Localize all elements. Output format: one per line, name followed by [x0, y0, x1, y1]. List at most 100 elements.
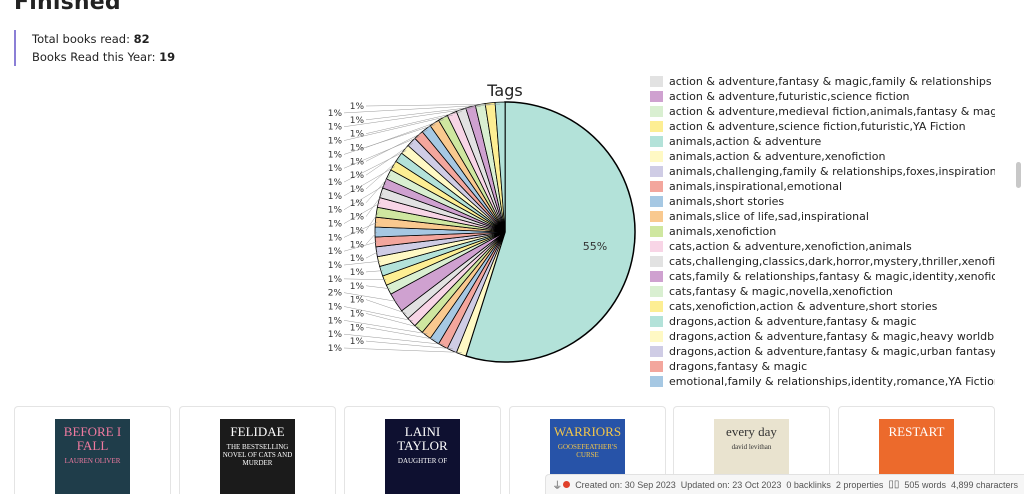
label-leader-line	[365, 193, 384, 217]
legend-item: animals,short stories	[650, 194, 995, 209]
legend-label: action & adventure,science fiction,futur…	[669, 120, 966, 133]
stats-callout: Total books read: 82 Books Read this Yea…	[14, 30, 175, 66]
legend-item: animals,xenofiction	[650, 224, 995, 239]
book-cover[interactable]: FELIDAE THE BESTSELLING NOVEL OF CATS AND…	[220, 419, 295, 494]
label-leader-line	[365, 129, 428, 162]
book-cover[interactable]: BEFORE I FALL LAUREN OLIVER	[55, 419, 130, 494]
book-card[interactable]: LAINI TAYLOR DAUGHTER OF	[344, 406, 501, 494]
pie-slice-label: 1%	[328, 220, 343, 230]
plugin-icon[interactable]: ⏚	[552, 481, 563, 492]
pie-slice-label: 55%	[583, 240, 607, 253]
pie-slice-label: 1%	[328, 178, 343, 188]
scrollbar[interactable]	[1016, 162, 1021, 188]
legend-item: action & adventure,fantasy & magic,famil…	[650, 74, 995, 89]
label-leader-line	[365, 212, 379, 231]
label-leader-line	[343, 136, 420, 169]
legend-label: cats,xenofiction,action & adventure,shor…	[669, 300, 938, 313]
status-bar: ⏚ Created on: 30 Sep 2023 Updated on: 23…	[545, 474, 1024, 494]
legend-label: action & adventure,medieval fiction,anim…	[669, 105, 995, 118]
label-leader-line	[343, 183, 387, 210]
legend-swatch	[650, 76, 663, 87]
created-date: Created on: 30 Sep 2023	[575, 479, 676, 490]
legend-label: dragons,action & adventure,fantasy & mag…	[669, 330, 995, 343]
pie-slice-label: 1%	[328, 109, 343, 119]
legend-label: cats,fantasy & magic,novella,xenofiction	[669, 285, 893, 298]
pie-slice-label: 1%	[350, 226, 365, 236]
tags-pie-chart: Tags 55% 1% 1% 1% 1% 1% 1% 1% 1% 2% 1% 1% 1% 1% 1% 1% 1%…	[328, 81, 636, 363]
label-leader-line	[365, 270, 383, 273]
chart-legend[interactable]: action & adventure,fantasy & magic,famil…	[650, 74, 995, 392]
chart-title: Tags	[486, 81, 522, 100]
legend-label: animals,challenging,family & relationshi…	[669, 165, 995, 178]
legend-swatch	[650, 106, 663, 117]
pie-slice-label: 1%	[350, 171, 365, 181]
book-card[interactable]: BEFORE I FALL LAUREN OLIVER	[14, 406, 171, 494]
pie-slice-label: 1%	[350, 254, 365, 264]
pie-slice-label: 1%	[328, 247, 343, 257]
pie-slice-label: 1%	[350, 130, 365, 140]
label-leader-line	[365, 143, 413, 176]
legend-item: animals,slice of life,sad,inspirational	[650, 209, 995, 224]
legend-swatch	[650, 241, 663, 252]
pie-slice-label: 1%	[328, 330, 343, 340]
legend-item: dragons,action & adventure,fantasy & mag…	[650, 329, 995, 344]
legend-swatch	[650, 91, 663, 102]
label-leader-line	[343, 320, 428, 335]
legend-swatch	[650, 226, 663, 237]
properties-count[interactable]: 2 properties	[835, 479, 884, 490]
legend-item: animals,action & adventure	[650, 134, 995, 149]
pie-slice-label: 1%	[328, 275, 343, 285]
label-leader-line	[343, 333, 444, 345]
legend-swatch	[650, 151, 663, 162]
pie-slice	[494, 101, 506, 233]
legend-label: cats,action & adventure,xenofiction,anim…	[669, 240, 912, 253]
legend-label: action & adventure,fantasy & magic,famil…	[669, 75, 992, 88]
reading-view-icon[interactable]: ▯▯	[888, 479, 900, 490]
pie-slice-label: 1%	[328, 261, 343, 271]
character-count: 4,899 characters	[950, 479, 1018, 490]
label-leader-line	[343, 166, 396, 197]
pie-slice-label: 1%	[350, 323, 365, 333]
legend-swatch	[650, 121, 663, 132]
label-leader-line	[343, 306, 413, 322]
legend-swatch	[650, 361, 663, 372]
legend-item: cats,family & relationships,fantasy & ma…	[650, 269, 995, 284]
book-cover[interactable]: LAINI TAYLOR DAUGHTER OF	[385, 419, 460, 494]
legend-swatch	[650, 346, 663, 357]
legend-item: dragons,action & adventure,fantasy & mag…	[650, 344, 995, 359]
legend-item: action & adventure,medieval fiction,anim…	[650, 104, 995, 119]
backlinks-count[interactable]: 0 backlinks	[786, 479, 831, 490]
pie-slice-label: 1%	[350, 309, 365, 319]
legend-swatch	[650, 136, 663, 147]
pie-slice-label: 1%	[350, 102, 365, 112]
label-leader-line	[365, 175, 391, 203]
pie-slice-label: 1%	[350, 282, 365, 292]
word-count: 505 words	[904, 479, 946, 490]
pie-slice-label: 1%	[350, 240, 365, 250]
legend-label: action & adventure,futuristic,science fi…	[669, 90, 910, 103]
pie-slice-label: 1%	[328, 206, 343, 216]
label-leader-line	[343, 150, 407, 183]
book-card[interactable]: FELIDAE THE BESTSELLING NOVEL OF CATS AND…	[179, 406, 336, 494]
pie-slice	[464, 101, 636, 363]
legend-item: emotional,family & relationships,identit…	[650, 374, 995, 389]
legend-label: dragons,action & adventure,fantasy & mag…	[669, 345, 995, 358]
legend-swatch	[650, 271, 663, 282]
total-books-stat: Total books read: 82	[32, 32, 150, 46]
legend-swatch	[650, 196, 663, 207]
label-leader-line	[365, 119, 444, 148]
legend-label: animals,action & adventure,xenofiction	[669, 150, 886, 163]
label-leader-line	[365, 106, 481, 121]
books-this-year-stat: Books Read this Year: 19	[32, 50, 176, 64]
pie-slice-label: 1%	[350, 143, 365, 153]
legend-item: dragons,fantasy & magic	[650, 359, 995, 374]
pie-slice-label: 1%	[350, 199, 365, 209]
label-leader-line	[365, 158, 401, 190]
pie-slice-label: 1%	[328, 303, 343, 313]
legend-item: dragons,action & adventure,fantasy & mag…	[650, 314, 995, 329]
legend-label: dragons,fantasy & magic	[669, 360, 808, 373]
pie-slice-label: 2%	[328, 289, 343, 299]
label-leader-line	[343, 221, 378, 238]
label-leader-line	[343, 104, 491, 114]
label-leader-line	[365, 111, 462, 134]
